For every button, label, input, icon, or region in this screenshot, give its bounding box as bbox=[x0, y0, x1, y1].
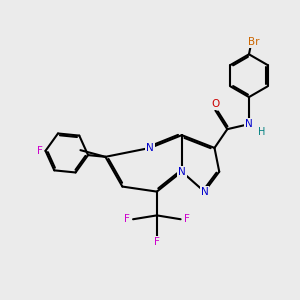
Text: F: F bbox=[124, 214, 130, 224]
Text: N: N bbox=[178, 167, 186, 177]
Text: O: O bbox=[211, 99, 220, 109]
Text: Br: Br bbox=[248, 38, 259, 47]
Text: H: H bbox=[258, 128, 265, 137]
Text: F: F bbox=[154, 237, 160, 247]
Text: N: N bbox=[200, 187, 208, 196]
Text: N: N bbox=[146, 143, 154, 153]
Text: F: F bbox=[37, 146, 43, 156]
Text: F: F bbox=[184, 214, 190, 224]
Text: N: N bbox=[245, 119, 253, 129]
